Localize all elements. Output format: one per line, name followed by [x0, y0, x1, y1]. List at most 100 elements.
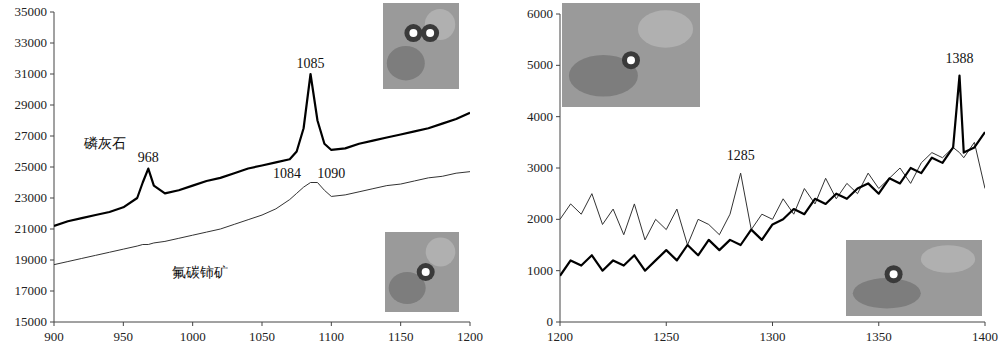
photo-grain [421, 24, 439, 42]
photo-background [562, 3, 700, 107]
x-tick [878, 322, 879, 326]
y-tick-label: 25000 [15, 159, 48, 174]
y-tick [50, 229, 54, 230]
y-tick-label: 15000 [15, 314, 48, 329]
x-tick-label: 1000 [180, 329, 206, 344]
photo-grain [622, 51, 640, 69]
y-tick-label: 2000 [527, 211, 553, 226]
photo-background [385, 232, 459, 312]
photo-background [846, 240, 982, 316]
photo-grain [885, 265, 903, 283]
x-tick-label: 1350 [866, 329, 892, 344]
spectrum-line [560, 76, 985, 276]
y-tick [50, 291, 54, 292]
figure: 1500017000190002100023000250002700029000… [0, 0, 1000, 358]
y-tick-label: 1000 [527, 263, 553, 278]
y-tick [50, 105, 54, 106]
y-tick [556, 14, 560, 15]
y-tick [50, 43, 54, 44]
y-tick-label: 6000 [527, 6, 553, 21]
photo-spot [426, 29, 434, 37]
photo-shade [569, 55, 638, 97]
x-tick-label: 1200 [457, 329, 483, 344]
x-tick-label: 1400 [972, 329, 998, 344]
y-tick [50, 136, 54, 137]
photo-spot [422, 268, 430, 276]
photo-inset [846, 240, 982, 316]
x-tick [560, 322, 561, 326]
photo-grain [417, 263, 435, 281]
x-tick-label: 1100 [319, 329, 345, 344]
panel: 1500017000190002100023000250002700029000… [15, 3, 484, 344]
spectrum-line [560, 142, 985, 245]
x-tick [666, 322, 667, 326]
x-tick-label: 950 [114, 329, 134, 344]
photo-shade [387, 46, 425, 80]
y-tick-label: 0 [547, 314, 554, 329]
y-tick-label: 4000 [527, 109, 553, 124]
y-tick-label: 3000 [527, 160, 553, 175]
panel: 0 1000 2000 3000 4000 5000 6000 1200 1250 1300 135… [527, 3, 998, 344]
photo-background [383, 3, 459, 89]
photo-inset [383, 3, 459, 89]
x-tick-label: 1150 [388, 329, 414, 344]
annotation: 1090 [317, 166, 345, 181]
x-tick-label: 900 [44, 329, 64, 344]
photo-shade [638, 10, 693, 47]
annotation: 1084 [273, 166, 301, 181]
x-tick [985, 322, 986, 326]
y-tick-label: 31000 [15, 66, 48, 81]
photo-shade [853, 278, 921, 308]
y-tick-label: 33000 [15, 35, 48, 50]
y-tick [50, 74, 54, 75]
x-tick-label: 1050 [249, 329, 275, 344]
photo-shade [921, 245, 975, 272]
annotation: 氟碳铈矿 [172, 265, 228, 280]
x-tick [470, 322, 471, 326]
x-tick [331, 322, 332, 326]
y-tick-label: 21000 [15, 221, 48, 236]
y-tick-label: 19000 [15, 252, 48, 267]
annotation: 1085 [297, 56, 325, 71]
photo-spot [627, 56, 635, 64]
x-tick [772, 322, 773, 326]
background [0, 0, 1000, 358]
annotation: 1285 [727, 148, 755, 163]
y-tick [556, 65, 560, 66]
photo-spot [409, 29, 417, 37]
y-tick [50, 198, 54, 199]
annotation: 1388 [946, 51, 974, 66]
y-tick [556, 270, 560, 271]
y-tick [556, 322, 560, 323]
y-tick [50, 12, 54, 13]
y-tick [556, 168, 560, 169]
x-tick-label: 1300 [760, 329, 786, 344]
x-tick [400, 322, 401, 326]
y-tick-label: 5000 [527, 57, 553, 72]
photo-inset [562, 3, 700, 107]
y-tick-label: 35000 [15, 4, 48, 19]
plot-area [54, 74, 470, 265]
photo-spot [890, 270, 898, 278]
y-tick [50, 322, 54, 323]
x-tick-label: 1200 [547, 329, 573, 344]
y-tick-label: 27000 [15, 128, 48, 143]
y-tick-label: 23000 [15, 190, 48, 205]
annotation: 968 [138, 150, 159, 165]
plot-area [560, 76, 985, 276]
spectrum-line [54, 172, 470, 265]
y-tick-label: 29000 [15, 97, 48, 112]
photo-inset [385, 232, 459, 312]
y-tick [50, 260, 54, 261]
annotation: 磷灰石 [83, 136, 126, 151]
y-tick [50, 167, 54, 168]
y-tick [556, 219, 560, 220]
x-tick-label: 1250 [653, 329, 679, 344]
y-tick [556, 116, 560, 117]
x-tick [54, 322, 55, 326]
x-tick [262, 322, 263, 326]
x-tick [192, 322, 193, 326]
spectrum-line [54, 74, 470, 226]
photo-grain [404, 24, 422, 42]
photo-shade [426, 238, 456, 267]
